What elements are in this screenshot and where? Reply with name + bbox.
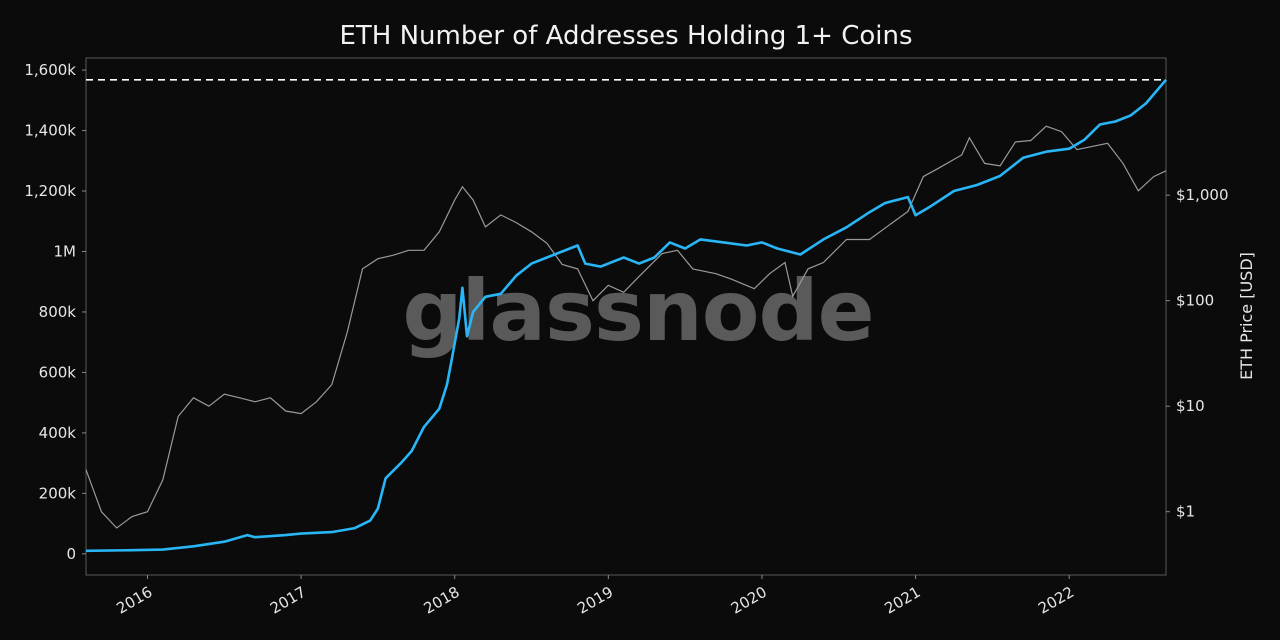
y-left-tick-label: 1,200k [24,182,76,200]
plot-area [85,57,1167,576]
addresses-line [85,78,1167,553]
y-right-axis-label: ETH Price [USD] [1237,252,1256,380]
y-left-tick-label: 0 [66,545,76,563]
y-left-tick-label: 200k [39,484,77,502]
y-left-tick-label: 1,600k [24,61,76,79]
chart-title: ETH Number of Addresses Holding 1+ Coins [339,21,912,51]
y-left-axis: 0 200k 400k 600k 800k 1M 1,200k 1,400k 1,600k [24,61,86,563]
addresses-series-layer [85,78,1167,553]
price-series-layer [85,125,1167,529]
y-right-tick-label: $1,000 [1176,186,1229,204]
y-left-tick-label: 1,400k [24,122,76,140]
y-right-tick-label: $1 [1176,503,1195,521]
y-left-tick-label: 600k [39,363,77,381]
y-left-tick-label: 800k [39,303,77,321]
y-right-axis: $1 $10 $100 $1,000 [1166,186,1229,521]
y-left-tick-label: 1M [54,242,77,260]
y-right-tick-label: $100 [1176,292,1214,310]
y-right-tick-label: $10 [1176,397,1205,415]
price-line [85,125,1167,529]
y-left-tick-label: 400k [39,424,77,442]
watermark: glassnode [402,262,873,360]
